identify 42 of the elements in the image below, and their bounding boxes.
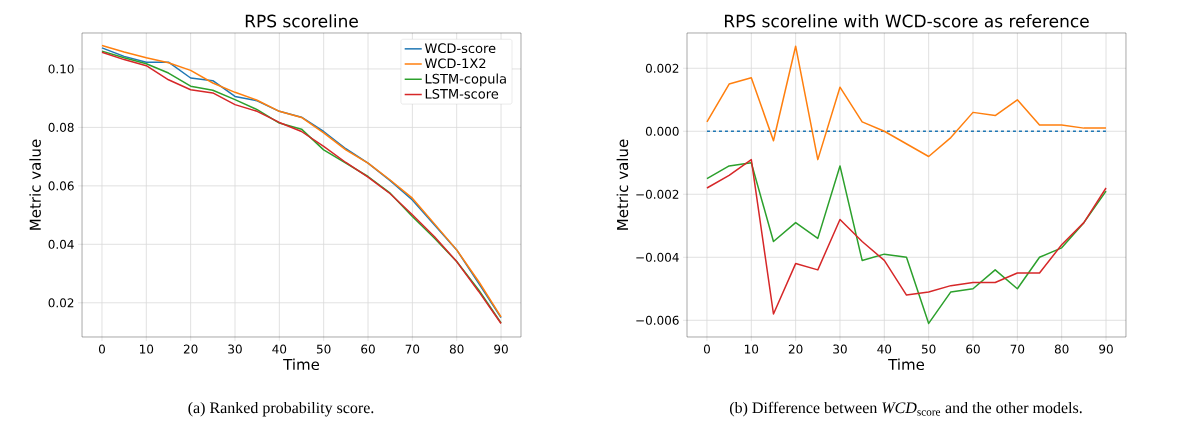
y-tick-label: −0.002 xyxy=(636,189,679,199)
y-axis-title: Metric value xyxy=(29,139,41,230)
legend-label: LSTM-copula xyxy=(425,73,506,87)
x-tick-label: 30 xyxy=(228,344,242,354)
x-tick-label: 50 xyxy=(921,344,936,354)
legend-label: LSTM-score xyxy=(425,88,499,99)
x-tick-label: 0 xyxy=(703,344,710,354)
y-tick-label: −0.006 xyxy=(636,315,679,325)
x-tick-label: 30 xyxy=(833,344,847,354)
x-tick-label: 80 xyxy=(1054,344,1069,354)
y-tick-label: −0.004 xyxy=(636,252,679,262)
x-tick-label: 20 xyxy=(183,344,198,354)
legend-label: WCD-score xyxy=(424,43,496,54)
x-tick-label: 50 xyxy=(316,344,331,354)
y-tick-label: 0.000 xyxy=(645,126,679,136)
y-tick-label: 0.002 xyxy=(645,63,679,73)
x-tick-label: 40 xyxy=(272,344,287,354)
x-tick-label: 10 xyxy=(744,344,759,354)
x-axis-title: Time xyxy=(888,358,925,371)
chart-title: RPS scoreline xyxy=(245,14,358,28)
y-tick-label: 0.08 xyxy=(48,122,74,132)
y-tick-label: 0.06 xyxy=(48,181,74,191)
x-tick-label: 80 xyxy=(449,344,464,354)
x-tick-label: 90 xyxy=(494,344,508,354)
y-axis-title: Metric value xyxy=(616,139,629,230)
y-tick-label: 0.02 xyxy=(48,298,74,308)
x-tick-label: 70 xyxy=(1010,344,1025,354)
x-tick-label: 60 xyxy=(966,344,980,354)
x-tick-label: 90 xyxy=(1099,344,1113,354)
x-tick-label: 0 xyxy=(98,344,105,354)
legend-label: WCD-1X2 xyxy=(424,58,486,69)
x-tick-label: 10 xyxy=(139,344,154,354)
x-tick-label: 70 xyxy=(405,344,420,354)
chart-title: RPS scoreline with WCD-score as reference xyxy=(724,14,1089,28)
x-tick-label: 20 xyxy=(788,344,803,354)
text: (b) Difference between WCD$_{score}$ and the other models. xyxy=(729,401,1082,417)
x-axis-title: Time xyxy=(283,358,320,371)
x-tick-label: 60 xyxy=(361,344,375,354)
y-tick-label: 0.10 xyxy=(48,64,74,74)
y-tick-label: 0.04 xyxy=(48,239,74,249)
text: (a) Ranked probability score. xyxy=(188,401,374,417)
x-tick-label: 40 xyxy=(877,344,892,354)
